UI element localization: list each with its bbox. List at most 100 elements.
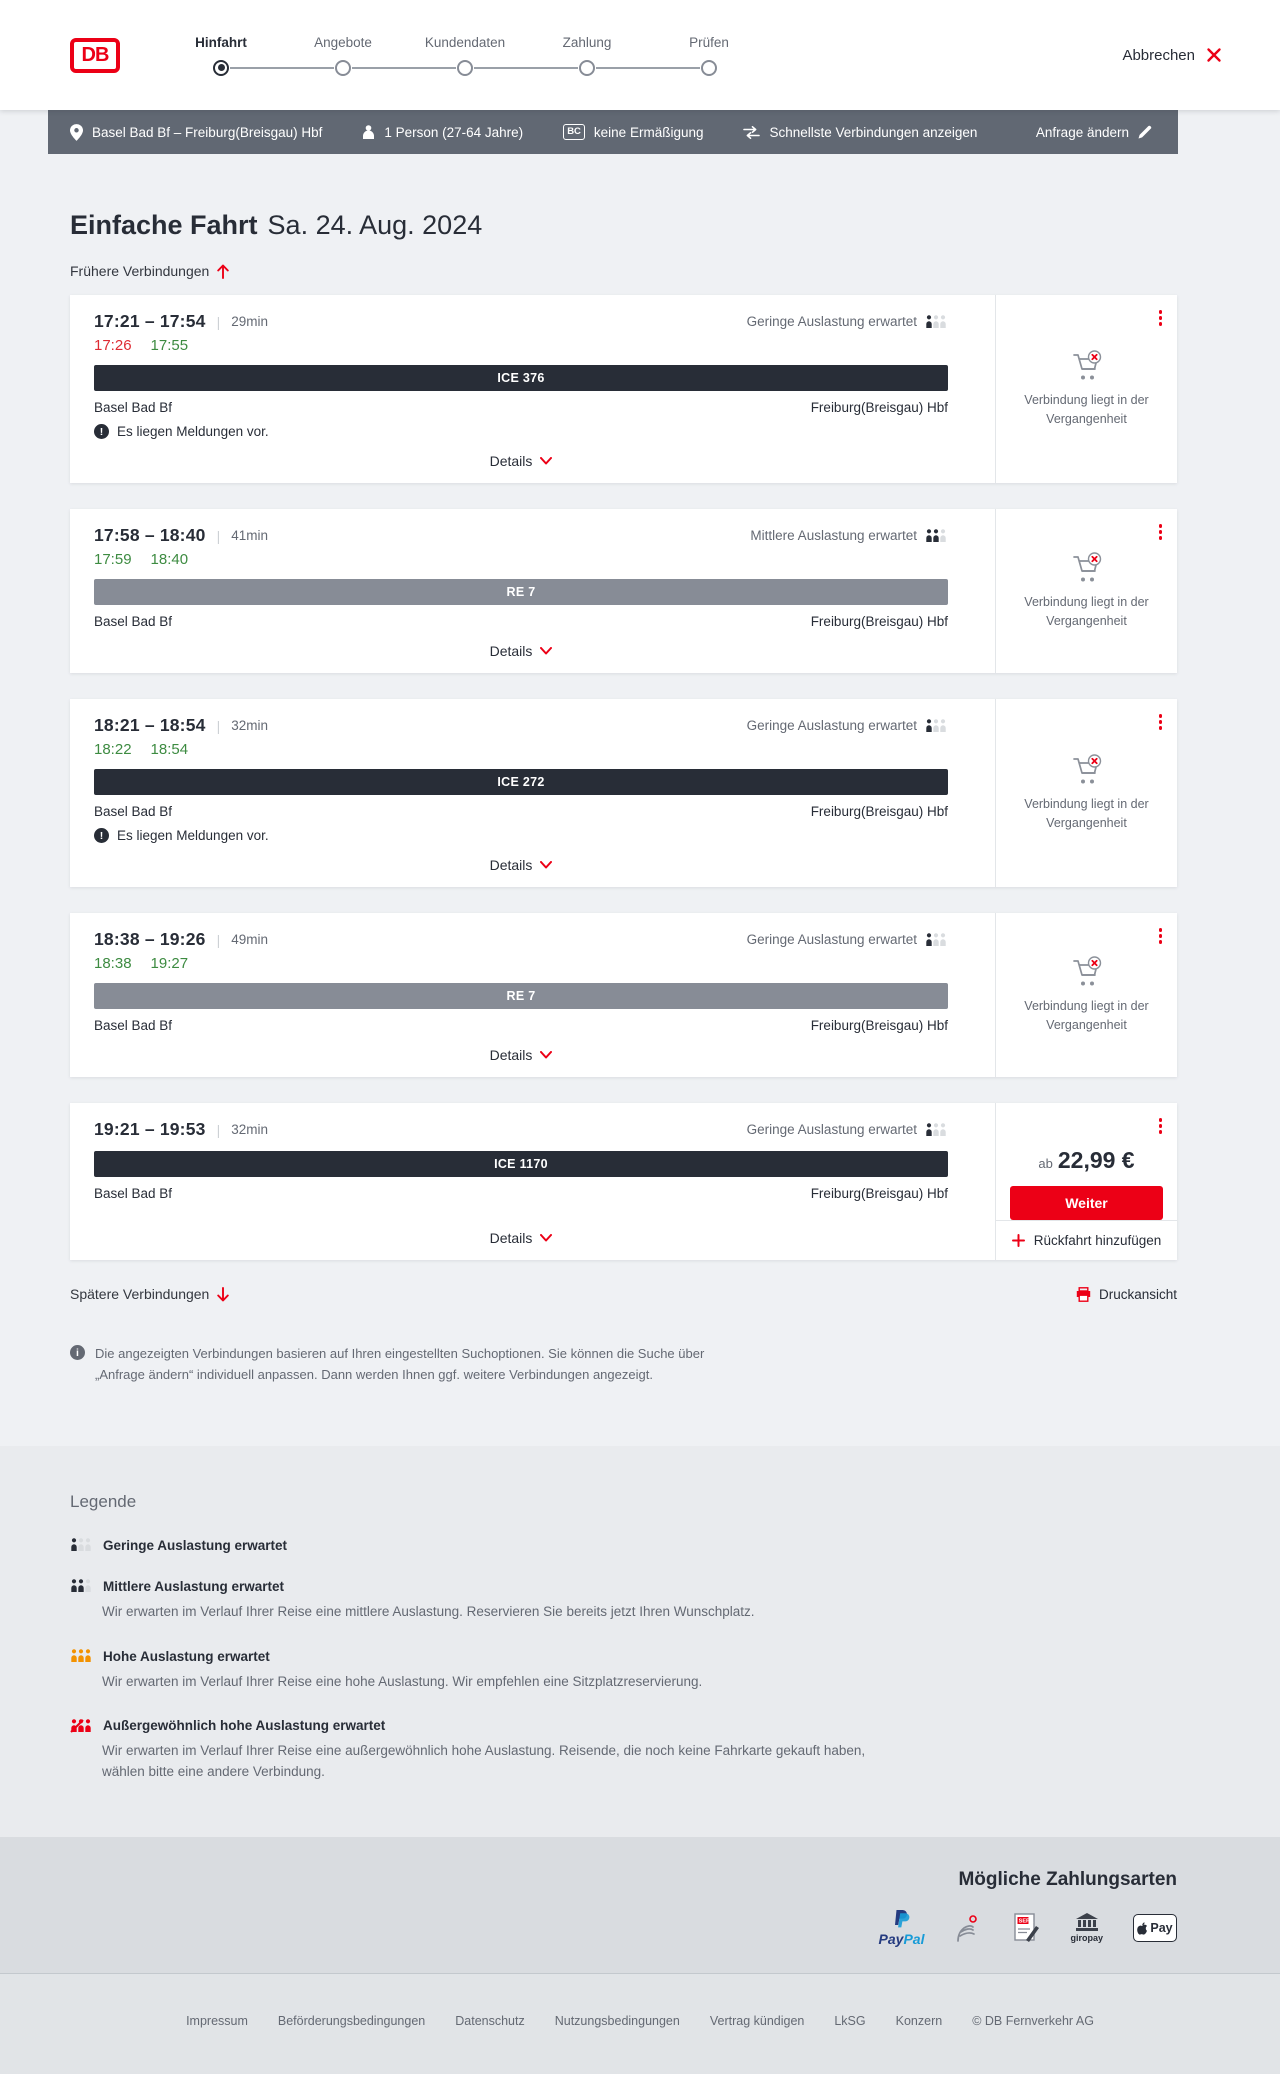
details-toggle[interactable]: Details (486, 1228, 557, 1248)
occupancy-indicator: Mittlere Auslastung erwartet (750, 528, 948, 543)
connection-side-panel: Verbindung liegt in der Vergangenheit (995, 295, 1177, 483)
apple-pay-icon: Pay (1133, 1914, 1177, 1943)
past-connection-text: Verbindung liegt in der Vergangenheit (1024, 393, 1149, 426)
destination-station: Freiburg(Breisgau) Hbf (810, 400, 948, 415)
connection-times: 19:21 – 19:53 (94, 1119, 206, 1139)
travel-date: Sa. 24. Aug. 2024 (267, 210, 483, 240)
details-toggle[interactable]: Details (486, 855, 557, 875)
overflow-menu-button[interactable] (1154, 709, 1168, 735)
details-toggle[interactable]: Details (486, 451, 557, 471)
price-prefix: ab (1038, 1156, 1053, 1171)
train-label: RE 7 (94, 579, 948, 605)
wizard-step-dot (335, 59, 351, 76)
destination-station: Freiburg(Breisgau) Hbf (810, 804, 948, 819)
occupancy-icon (71, 1538, 91, 1552)
legend-item-description: Wir erwarten im Verlauf Ihrer Reise eine… (102, 1603, 755, 1619)
add-return-button[interactable]: Rückfahrt hinzufügen (996, 1220, 1177, 1260)
origin-station: Basel Bad Bf (94, 1186, 173, 1201)
print-view-link[interactable]: Druckansicht (1076, 1287, 1177, 1302)
arrow-down-icon (217, 1286, 230, 1301)
occupancy-icon (926, 1122, 946, 1136)
occupancy-indicator: Geringe Auslastung erwartet (747, 718, 948, 733)
overflow-menu-button[interactable] (1154, 923, 1168, 949)
legend-items: Geringe Auslastung erwartet Mittlere Aus… (70, 1538, 1177, 1784)
realtime-row: 18:38 19:27 (94, 955, 948, 972)
realtime-arrival: 18:54 (150, 741, 189, 758)
wizard-step-dot (701, 59, 717, 76)
wizard-step[interactable]: Zahlung (526, 34, 700, 76)
connection-times: 18:38 – 19:26 (94, 929, 206, 949)
wizard-step[interactable]: Prüfen (648, 35, 770, 76)
legend-item: Geringe Auslastung erwartet (70, 1538, 1177, 1553)
route-summary: Basel Bad Bf – Freiburg(Breisgau) Hbf (70, 123, 322, 141)
past-connection-text: Verbindung liegt in der Vergangenheit (1024, 595, 1149, 628)
trip-type: Einfache Fahrt (70, 210, 258, 240)
wizard-step-label: Zahlung (562, 34, 612, 50)
footer-link[interactable]: LkSG (834, 2014, 866, 2029)
bahncard-icon: BC (563, 124, 585, 140)
overflow-menu-button[interactable] (1154, 1113, 1168, 1139)
wizard-step-label: Kundendaten (424, 34, 506, 50)
message-text: Es liegen Meldungen vor. (117, 828, 269, 843)
occupancy-icon (926, 528, 946, 542)
overflow-menu-button[interactable] (1154, 305, 1168, 331)
footer-link[interactable]: Vertrag kündigen (709, 2014, 805, 2029)
footer-link[interactable]: Datenschutz (455, 2014, 525, 2029)
connection-card: 19:21 – 19:53 | 32min Geringe Auslastung… (70, 1103, 1177, 1260)
footer-link[interactable]: Beförderungsbedingungen (277, 2014, 426, 2029)
edit-search-button[interactable]: Anfrage ändern (1030, 124, 1158, 141)
connection-side-panel: Verbindung liegt in der Vergangenheit (995, 913, 1177, 1077)
legend-item: Mittlere Auslastung erwartet Wir erwarte… (70, 1579, 1177, 1623)
person-icon (363, 125, 375, 139)
arrow-up-icon (217, 264, 230, 279)
chevron-down-icon (540, 1051, 553, 1059)
occupancy-icon (926, 932, 946, 946)
details-toggle[interactable]: Details (486, 1045, 557, 1065)
realtime-row: 17:26 17:55 (94, 337, 948, 354)
svg-text:SEPA: SEPA (1019, 1919, 1034, 1925)
destination-station: Freiburg(Breisgau) Hbf (810, 1186, 948, 1201)
cancel-button[interactable]: Abbrechen (1116, 46, 1228, 65)
connection-side-panel: ab 22,99 € Weiter Rückfahrt hinzufügen (995, 1103, 1177, 1260)
continue-button[interactable]: Weiter (1010, 1186, 1163, 1220)
details-toggle[interactable]: Details (486, 641, 557, 661)
realtime-departure: 17:26 (94, 337, 132, 354)
connection-times: 17:58 – 18:40 (94, 525, 206, 545)
occupancy-icon (71, 1649, 91, 1663)
footer-link[interactable]: Konzern (895, 2014, 943, 2029)
occupancy-label: Geringe Auslastung erwartet (746, 314, 917, 329)
wizard-step[interactable]: Kundendaten (404, 34, 578, 76)
past-connection-text: Verbindung liegt in der Vergangenheit (1024, 999, 1149, 1032)
divider: | (216, 717, 221, 734)
occupancy-label: Geringe Auslastung erwartet (746, 1122, 917, 1137)
later-connections-link[interactable]: Spätere Verbindungen (70, 1286, 230, 1302)
location-pin-icon (70, 123, 83, 141)
connection-card: 18:38 – 19:26 | 49min Geringe Auslastung… (70, 913, 1177, 1077)
overflow-menu-button[interactable] (1154, 519, 1168, 545)
realtime-departure: 18:22 (94, 741, 132, 758)
divider: | (216, 313, 221, 330)
alert-icon: ! (94, 828, 109, 843)
connection-duration: 32min (231, 718, 268, 733)
connection-duration: 32min (231, 1122, 268, 1137)
earlier-connections-link[interactable]: Frühere Verbindungen (70, 263, 230, 279)
connection-card: 17:58 – 18:40 | 41min Mittlere Auslastun… (70, 509, 1177, 673)
occupancy-label: Geringe Auslastung erwartet (746, 932, 917, 947)
wizard-step[interactable]: Angebote (282, 35, 456, 76)
progress-steps: Hinfahrt Angebote Kundendaten Zahlung Pr… (160, 35, 770, 76)
train-label: ICE 376 (94, 365, 948, 391)
past-connection-text: Verbindung liegt in der Vergangenheit (1024, 797, 1149, 830)
legend-item-label: Hohe Auslastung erwartet (103, 1648, 270, 1664)
cart-unavailable-icon (1072, 956, 1101, 986)
footer-link[interactable]: Impressum (186, 2014, 248, 2029)
connection-duration: 29min (231, 314, 268, 329)
chevron-down-icon (540, 1234, 553, 1242)
wizard-step-dot (457, 59, 473, 76)
realtime-arrival: 17:55 (150, 337, 189, 354)
realtime-row: 17:59 18:40 (94, 551, 948, 568)
wizard-step[interactable]: Hinfahrt (160, 35, 334, 76)
realtime-departure: 17:59 (94, 551, 132, 568)
cash-payment-icon (954, 1914, 984, 1943)
footer-link[interactable]: © DB Fernverkehr AG (972, 2014, 1094, 2029)
footer-link[interactable]: Nutzungsbedingungen (554, 2014, 680, 2029)
